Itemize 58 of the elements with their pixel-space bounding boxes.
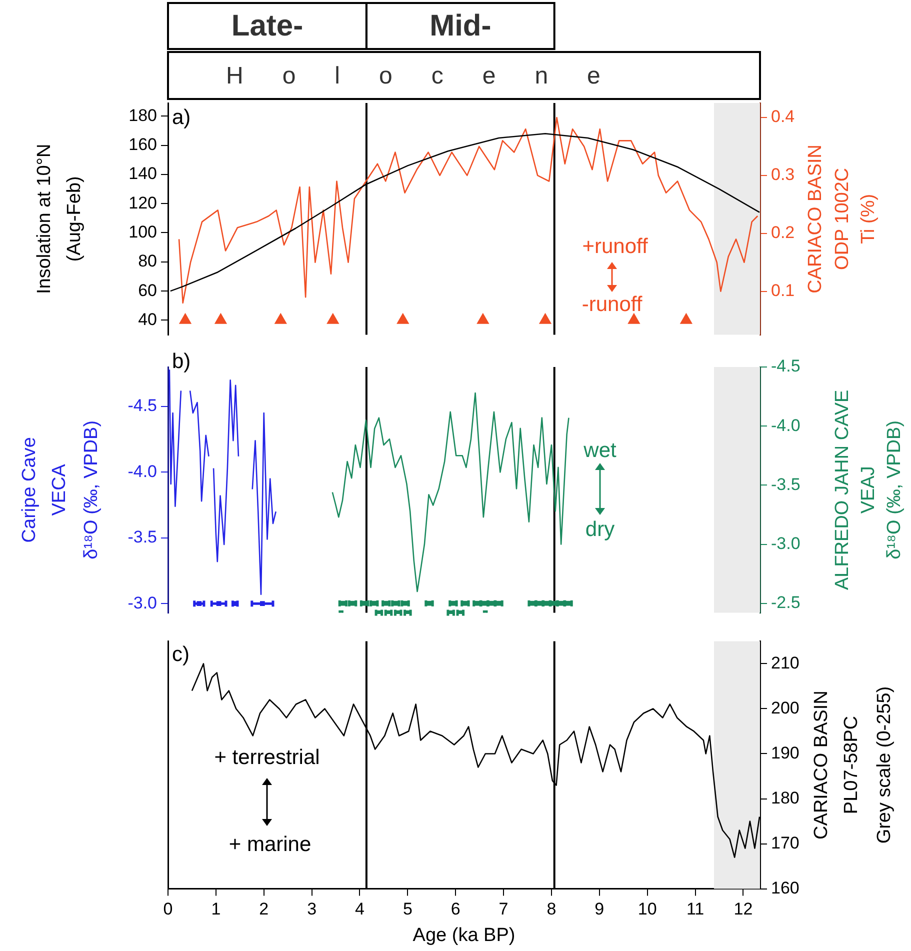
x-tick-label: 8 (546, 900, 556, 919)
y2-tick-label: 0.4 (771, 107, 795, 126)
y-tick-label: 60 (138, 280, 157, 300)
x-tick-label: 1 (211, 900, 221, 919)
y2-tick-label: 210 (771, 653, 800, 672)
y2-tick-label: 170 (771, 833, 800, 852)
y2-tick-label: 180 (771, 788, 800, 808)
x-tick-label: 0 (163, 900, 173, 919)
annotation: dry (585, 518, 616, 541)
y-tick-label: 120 (128, 193, 157, 212)
y2-axis-title: CARIACO BASIN ODP 1002C Ti (%) (805, 144, 880, 294)
x-axis-title: Age (ka BP) (412, 924, 516, 946)
x-tick-label: 4 (355, 900, 364, 919)
y2-tick-label: 0.2 (771, 223, 795, 242)
text: Late- (231, 9, 304, 42)
y2-axis-title: CARIACO BASIN PL07-58PC Grey scale (0-255) (811, 686, 896, 844)
x-tick-label: 9 (594, 900, 604, 919)
y-tick-label: 160 (128, 134, 157, 154)
y2-tick-label: -4.0 (771, 416, 800, 435)
y-tick-label: 40 (138, 310, 157, 329)
y2-tick-label: -3.5 (771, 474, 800, 494)
annotation: a) (172, 106, 191, 129)
annotation: + terrestrial (214, 746, 320, 769)
y-tick-label: -4.0 (128, 462, 157, 481)
y-tick-label: -3.0 (128, 593, 157, 612)
x-tick-label: 11 (686, 900, 704, 919)
y2-tick-label: 0.1 (771, 281, 795, 300)
y-tick-label: 140 (128, 164, 157, 184)
text: Mid- (430, 9, 492, 42)
annotation: wet (582, 438, 616, 462)
x-tick-label: 10 (638, 900, 657, 919)
y2-tick-label: 160 (771, 878, 800, 898)
text: Holocene (226, 62, 640, 90)
annotation: b) (172, 350, 191, 373)
y-tick-label: 100 (128, 222, 157, 242)
x-tick-label: 2 (259, 900, 269, 919)
y-axis-title: Insolation at 10°N (Aug-Feb) (34, 144, 86, 294)
y2-tick-label: -2.5 (771, 593, 800, 612)
y2-tick-label: 200 (771, 698, 800, 718)
annotation: c) (172, 642, 190, 666)
y2-tick-label: -3.0 (771, 534, 800, 553)
y2-tick-label: 0.3 (771, 165, 795, 184)
y-tick-label: -4.5 (128, 396, 157, 416)
y-tick-label: 180 (128, 106, 157, 125)
x-tick-label: 12 (734, 900, 753, 919)
x-tick-label: 7 (498, 900, 508, 919)
x-tick-label: 6 (450, 900, 460, 919)
y2-tick-label: 190 (771, 743, 800, 762)
x-tick-label: 5 (402, 900, 412, 919)
annotation: -runoff (582, 292, 642, 316)
annotation: + marine (228, 832, 312, 856)
y-axis-title: Caripe Cave VECA δ¹⁸O (‰, VPDB) (19, 420, 102, 560)
y-tick-label: -3.5 (128, 528, 157, 547)
y2-axis-title: ALFREDO JAHN CAVE VEAJ δ¹⁸O (‰, VPDB) (832, 390, 906, 590)
x-tick-label: 3 (307, 900, 317, 919)
y2-tick-label: -4.5 (771, 356, 800, 376)
annotation: +runoff (582, 234, 648, 258)
y-tick-label: 80 (138, 252, 157, 271)
